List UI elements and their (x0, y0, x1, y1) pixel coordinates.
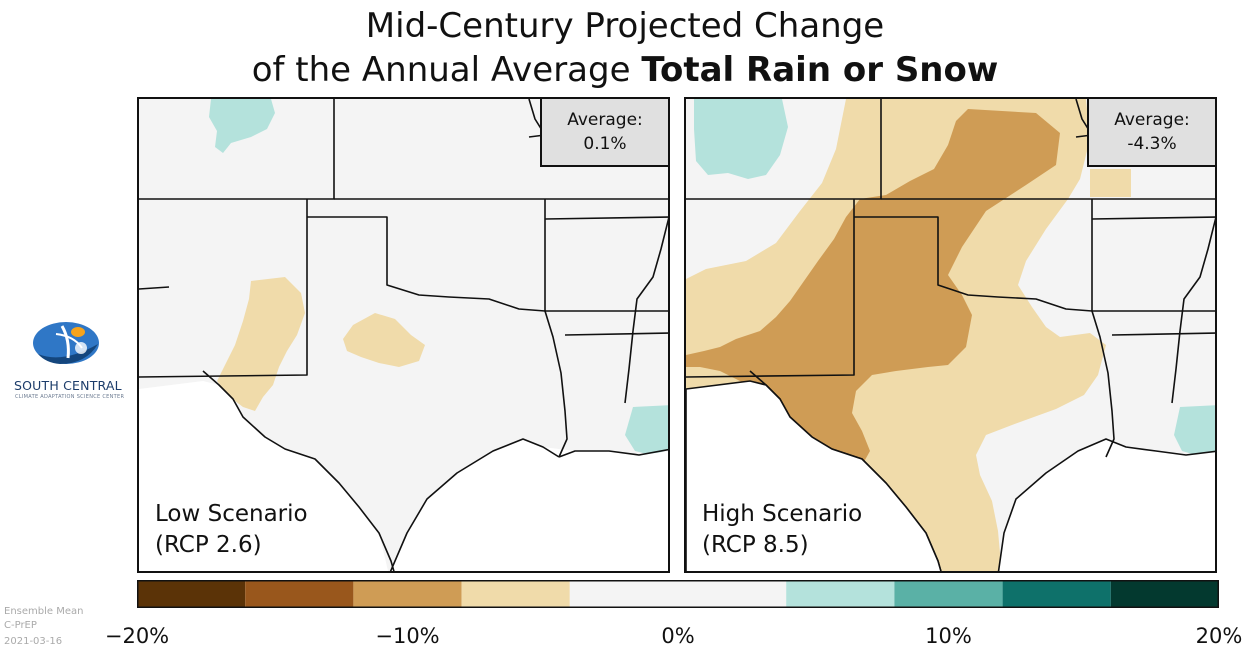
scenario-label-high: High Scenario (RCP 8.5) (702, 499, 862, 561)
gulf-of-mexico (998, 439, 1215, 571)
scenario-rcp: (RCP 8.5) (702, 532, 809, 558)
footnote-date: 2021-03-16 (4, 636, 63, 647)
south-central-logo-icon (33, 322, 99, 364)
drier-area-west (217, 277, 305, 411)
average-label: Average: (1114, 110, 1190, 130)
colorbar-tick-0: −20% (104, 624, 170, 648)
logo-text: SOUTH CENTRAL (14, 378, 122, 393)
colorbar-bin-5 (786, 580, 895, 608)
mexico-area (139, 381, 389, 571)
scenario-rcp: (RCP 2.6) (155, 532, 262, 558)
wetter-area-se (625, 405, 668, 455)
colorbar-border (137, 580, 1219, 608)
colorbar-bin-2 (353, 580, 462, 608)
footnote-ensemble: Ensemble Mean (4, 606, 84, 617)
map-high-scenario: Average: -4.3% High Scenario (RCP 8.5) (684, 97, 1217, 573)
colorbar-graphic (137, 580, 1219, 608)
average-label: Average: (567, 110, 643, 130)
scenario-label-low: Low Scenario (RCP 2.6) (155, 499, 308, 561)
scenario-name: Low Scenario (155, 501, 308, 527)
colorbar-bin-6 (894, 580, 1003, 608)
chart-title-line2: of the Annual Average Total Rain or Snow (0, 48, 1250, 92)
logo-subtitle: CLIMATE ADAPTATION SCIENCE CENTER (15, 394, 125, 400)
title-variable: Total Rain or Snow (641, 50, 999, 90)
wetter-area-se (1174, 405, 1215, 455)
wetter-area-nw (694, 99, 788, 179)
colorbar-tick-4: 20% (1195, 624, 1243, 648)
colorbar-tick-3: 10% (925, 624, 972, 648)
colorbar-bin-4 (569, 580, 787, 608)
map-high-graphic (686, 99, 1215, 571)
drier-area-ne (1090, 169, 1131, 197)
wetter-area-nw (209, 99, 275, 153)
colorbar (137, 580, 1219, 608)
average-box-low: Average: 0.1% (540, 99, 668, 167)
average-value: -4.3% (1127, 134, 1177, 154)
scenario-name: High Scenario (702, 501, 863, 527)
colorbar-bin-3 (461, 580, 570, 608)
title-prefix: of the Annual Average (251, 50, 642, 90)
colorbar-bin-8 (1110, 580, 1219, 608)
colorbar-bin-7 (1002, 580, 1111, 608)
footnote-source: C-PrEP (4, 620, 37, 631)
drier-area-central (343, 313, 425, 367)
map-low-graphic (139, 99, 668, 571)
average-box-high: Average: -4.3% (1087, 99, 1215, 167)
colorbar-bin-0 (137, 580, 246, 608)
average-value: 0.1% (583, 134, 627, 154)
map-low-scenario: Average: 0.1% Low Scenario (RCP 2.6) (137, 97, 670, 573)
colorbar-tick-1: −10% (375, 624, 440, 648)
chart-title-line1: Mid-Century Projected Change (365, 6, 885, 46)
colorbar-bin-1 (245, 580, 354, 608)
colorbar-tick-2: 0% (661, 624, 695, 648)
mexico-area (686, 380, 942, 571)
